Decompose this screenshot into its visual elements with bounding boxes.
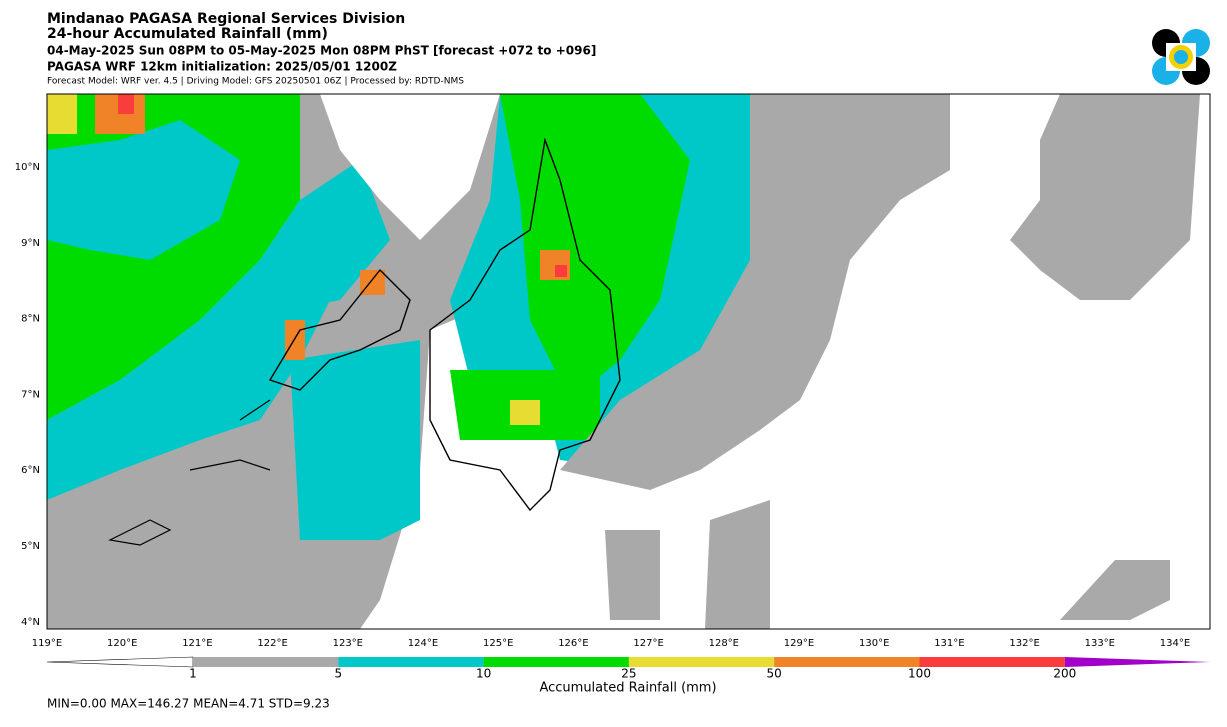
lat-label: 6°N bbox=[21, 465, 40, 476]
title: Mindanao PAGASA Regional Services Divisi… bbox=[47, 11, 405, 27]
lon-label: 127°E bbox=[633, 638, 663, 649]
lat-label: 4°N bbox=[21, 617, 40, 628]
colorbar-tick: 1 bbox=[189, 667, 197, 681]
lon-label: 119°E bbox=[32, 638, 62, 649]
lon-label: 128°E bbox=[709, 638, 739, 649]
colorbar-tick: 50 bbox=[767, 667, 782, 681]
colorbar-segment bbox=[483, 657, 629, 667]
model: PAGASA WRF 12km initialization: 2025/05/… bbox=[47, 60, 397, 74]
lon-label: 126°E bbox=[558, 638, 588, 649]
colorbar-segment bbox=[193, 657, 339, 667]
lat-label: 8°N bbox=[21, 314, 40, 325]
note: Forecast Model: WRF ver. 4.5 | Driving M… bbox=[47, 77, 464, 87]
colorbar-segment bbox=[1064, 657, 1211, 667]
lon-label: 129°E bbox=[784, 638, 814, 649]
lon-label: 133°E bbox=[1085, 638, 1115, 649]
colorbar-tick: 25 bbox=[621, 667, 636, 681]
colorbar-segment bbox=[338, 657, 484, 667]
colorbar-segment bbox=[919, 657, 1065, 667]
colorbar-label: Accumulated Rainfall (mm) bbox=[539, 681, 716, 696]
lat-label: 9°N bbox=[21, 238, 40, 249]
lon-label: 122°E bbox=[257, 638, 287, 649]
lat-label: 7°N bbox=[21, 389, 40, 400]
lon-label: 125°E bbox=[483, 638, 513, 649]
period: 04-May-2025 Sun 08PM to 05-May-2025 Mon … bbox=[47, 44, 596, 58]
colorbar-segment bbox=[774, 657, 920, 667]
lon-label: 132°E bbox=[1009, 638, 1039, 649]
logo bbox=[1152, 29, 1210, 85]
lon-label: 131°E bbox=[934, 638, 964, 649]
lon-label: 121°E bbox=[182, 638, 212, 649]
lat-label: 10°N bbox=[15, 162, 40, 173]
colorbar bbox=[46, 656, 1211, 668]
colorbar-tick: 100 bbox=[908, 667, 931, 681]
stats: MIN=0.00 MAX=146.27 MEAN=4.71 STD=9.23 bbox=[47, 697, 330, 711]
colorbar-tick: 10 bbox=[476, 667, 491, 681]
lon-label: 134°E bbox=[1160, 638, 1190, 649]
lon-label: 124°E bbox=[408, 638, 438, 649]
lon-label: 123°E bbox=[333, 638, 363, 649]
colorbar-segment bbox=[628, 657, 775, 667]
map bbox=[46, 93, 1211, 630]
colorbar-tick: 200 bbox=[1053, 667, 1076, 681]
lon-label: 130°E bbox=[859, 638, 889, 649]
lat-label: 5°N bbox=[21, 541, 40, 552]
colorbar-tick: 5 bbox=[334, 667, 342, 681]
subtitle: 24-hour Accumulated Rainfall (mm) bbox=[47, 26, 328, 42]
lon-label: 120°E bbox=[107, 638, 137, 649]
